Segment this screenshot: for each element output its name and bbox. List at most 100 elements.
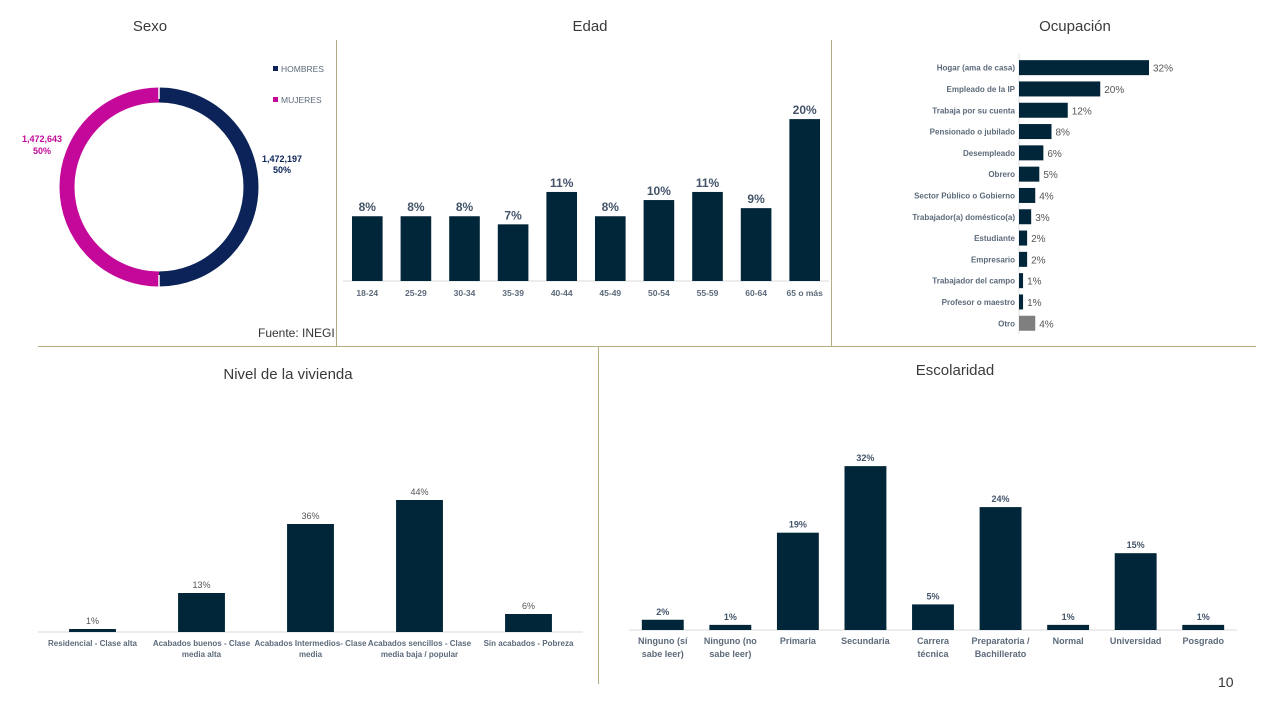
data-label-acabados-intermedios-clase-media: 36% <box>301 511 319 521</box>
x-tick-label: Primaria <box>780 636 817 646</box>
bar-35-39 <box>497 224 529 281</box>
data-label-65-o-mas: 20% <box>793 103 817 117</box>
bar-50-54 <box>643 200 675 281</box>
bar-primaria <box>776 532 819 630</box>
bar-posgrado <box>1182 624 1225 630</box>
y-tick-label: Otro <box>998 319 1015 328</box>
bar-acabados-buenos-clase-media-alta <box>178 593 225 632</box>
y-tick-label: Trabajador del campo <box>932 277 1015 286</box>
bar-hogar-ama-de-casa <box>1019 60 1149 76</box>
bar-30-34 <box>449 216 480 281</box>
x-tick-label: Residencial - Clase alta <box>48 639 137 648</box>
data-label-35-39: 7% <box>504 208 522 222</box>
y-tick-label: Desempleado <box>963 149 1015 158</box>
bar-profesor-o-maestro <box>1019 294 1024 310</box>
data-label-profesor-o-maestro: 1% <box>1027 298 1042 309</box>
y-tick-label: Pensionado o jubilado <box>930 128 1015 137</box>
data-label-45-49: 8% <box>602 200 620 214</box>
y-tick-label: Empresario <box>971 255 1015 264</box>
bar-trabajador-del-campo <box>1019 273 1024 289</box>
data-label-acabados-sencillos-clase-media-baja-popular: 44% <box>410 487 428 497</box>
x-tick-label: 35-39 <box>502 288 524 298</box>
vivienda-chart-title: Nivel de la vivienda <box>223 366 353 383</box>
bar-trabaja-por-su-cuenta <box>1019 102 1068 118</box>
x-tick-label: Acabados sencillos - Clase <box>368 639 472 648</box>
data-label-empleado-de-la-ip: 20% <box>1104 85 1124 96</box>
data-label-18-24: 8% <box>359 200 377 214</box>
divider-vertical-3 <box>598 346 599 684</box>
x-tick-label: 65 o más <box>787 288 824 298</box>
data-label-trabajador-del-campo: 1% <box>1027 277 1042 288</box>
data-label-estudiante: 2% <box>1031 234 1046 245</box>
bar-secundaria <box>844 466 887 630</box>
edad-chart-title: Edad <box>572 18 608 35</box>
x-tick-label: Acabados buenos - Clase <box>153 639 251 648</box>
data-label-universidad: 15% <box>1127 540 1145 550</box>
x-tick-label: media baja / popular <box>381 650 458 659</box>
y-tick-label: Estudiante <box>974 234 1015 243</box>
data-label-ninguno-no-sabe-leer: 1% <box>724 612 737 622</box>
bar-sector-publico-o-gobierno <box>1019 187 1036 203</box>
divider-vertical-1 <box>336 40 337 346</box>
bar-45-49 <box>594 216 626 281</box>
y-tick-label: Hogar (ama de casa) <box>937 64 1016 73</box>
x-tick-label: 40-44 <box>551 288 573 298</box>
x-tick-label: Normal <box>1053 636 1084 646</box>
x-tick-label: Sin acabados - Pobreza <box>484 639 574 648</box>
legend-label-mujeres: MUJERES <box>281 95 322 105</box>
x-tick-label: 45-49 <box>599 288 621 298</box>
bar-normal <box>1047 624 1090 630</box>
y-tick-label: Trabajador(a) doméstico(a) <box>912 213 1015 222</box>
sexo-chart-title: Sexo <box>132 18 168 35</box>
data-label-normal: 1% <box>1062 612 1075 622</box>
x-tick-label: 55-59 <box>697 288 719 298</box>
x-tick-label: media alta <box>182 650 222 659</box>
bar-ninguno-si-sabe-leer <box>641 619 684 630</box>
data-label-hombres-percent: 50% <box>273 165 291 175</box>
bar-obrero <box>1019 166 1040 182</box>
legend-swatch-mujeres <box>273 97 278 102</box>
data-label-carrera-tecnica: 5% <box>926 591 939 601</box>
bar-acabados-sencillos-clase-media-baja-popular <box>396 500 443 632</box>
bar-pensionado-o-jubilado <box>1019 124 1052 140</box>
data-label-residencial-clase-alta: 1% <box>86 616 99 626</box>
data-label-posgrado: 1% <box>1197 612 1210 622</box>
bar-65-o-mas <box>789 119 821 281</box>
data-label-desempleado: 6% <box>1047 149 1062 160</box>
y-tick-label: Sector Público o Gobierno <box>914 191 1015 200</box>
data-label-empresario: 2% <box>1031 255 1046 266</box>
legend-swatch-hombres <box>273 66 278 71</box>
data-label-sin-acabados-pobreza: 6% <box>522 601 535 611</box>
bar-sin-acabados-pobreza <box>505 614 552 632</box>
bar-55-59 <box>692 191 723 281</box>
data-label-25-29: 8% <box>407 200 425 214</box>
bar-empresario <box>1019 251 1028 267</box>
x-tick-label: Posgrado <box>1182 636 1224 646</box>
data-label-primaria: 19% <box>789 520 807 530</box>
donut-slice-mujeres <box>59 87 160 287</box>
bar-acabados-intermedios-clase-media <box>287 524 334 632</box>
data-label-pensionado-o-jubilado: 8% <box>1056 128 1071 139</box>
data-label-50-54: 10% <box>647 184 671 198</box>
y-tick-label: Obrero <box>988 170 1015 179</box>
x-tick-label: Preparatoria / <box>972 636 1031 646</box>
data-label-preparatoria-bachillerato: 24% <box>992 494 1010 504</box>
escolaridad-chart-title: Escolaridad <box>915 362 995 379</box>
bar-empleado-de-la-ip <box>1019 81 1101 97</box>
bar-otro <box>1019 315 1036 331</box>
x-tick-label: Secundaria <box>841 636 891 646</box>
bar-ninguno-no-sabe-leer <box>709 624 752 630</box>
data-label-mujeres-percent: 50% <box>33 146 51 156</box>
vivienda-bar-chart: 1% Residencial - Clase alta 13% Acabados bu… <box>38 487 583 659</box>
y-tick-label: Trabaja por su cuenta <box>932 106 1015 115</box>
legend-label-hombres: HOMBRES <box>281 64 324 74</box>
data-label-mujeres-value: 1,472,643 <box>22 134 62 144</box>
data-label-hombres-value: 1,472,197 <box>262 154 302 164</box>
data-label-trabajador-a-domestico-a: 3% <box>1035 213 1050 224</box>
data-label-60-64: 9% <box>747 192 765 206</box>
data-label-trabaja-por-su-cuenta: 12% <box>1072 106 1092 117</box>
x-tick-label: Acabados Intermedios- Clase <box>254 639 367 648</box>
data-label-ninguno-si-sabe-leer: 2% <box>656 607 669 617</box>
x-tick-label: 50-54 <box>648 288 670 298</box>
x-tick-label: sabe leer) <box>709 649 751 659</box>
